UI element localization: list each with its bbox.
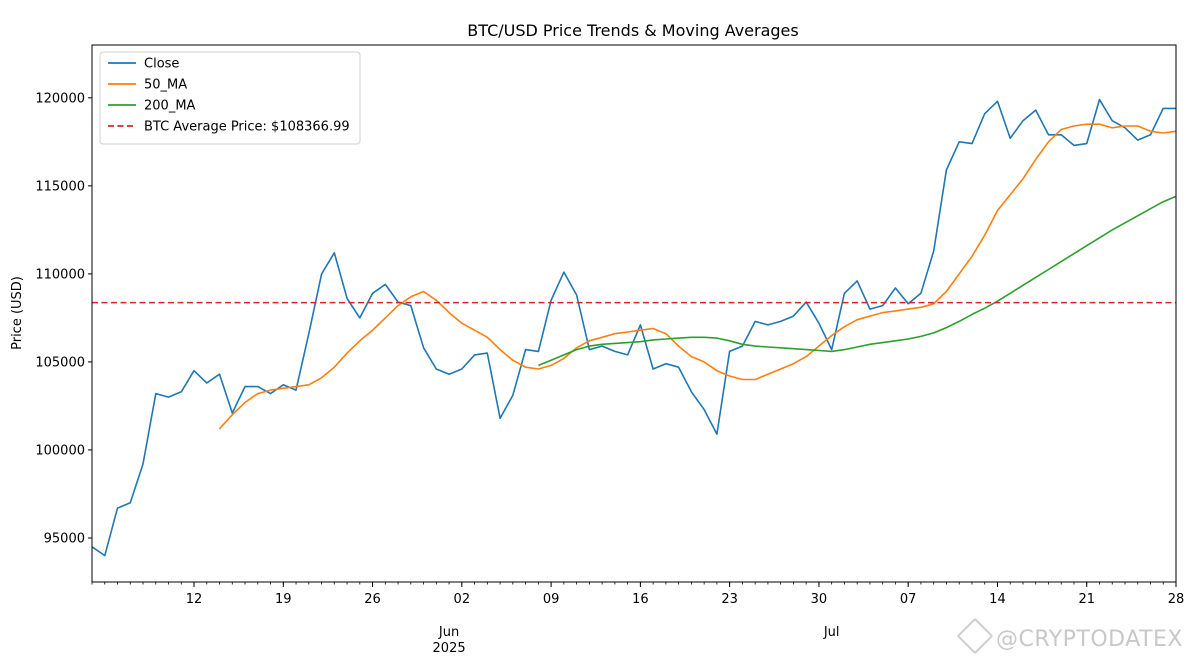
x-tick-label: 23 [721,592,738,607]
x-tick-label: 21 [1078,592,1095,607]
y-tick-label: 105000 [35,355,85,370]
plot-frame [91,44,1177,583]
y-axis: 95000 100000 105000 110000 115000 120000 [35,91,92,546]
x-tick-label: 12 [186,592,203,607]
y-tick-label: 110000 [35,267,85,282]
x-tick-label: 26 [364,592,381,607]
legend-label: 200_MA [144,99,196,114]
legend-item: BTC Average Price: $108366.99 [108,120,350,135]
legend-item: 200_MA [108,99,196,114]
x-month-label: Jul [823,625,840,640]
plot-content [92,98,1176,557]
y-axis-label: Price (USD) [10,276,25,350]
watermark: @CRYPTODATEX [956,617,1183,655]
x-tick-label: 14 [989,592,1006,607]
watermark-text: @CRYPTODATEX [995,627,1183,652]
x-tick-label: 16 [632,592,649,607]
legend-item: Close [108,57,179,72]
y-tick-label: 95000 [44,531,85,546]
y-tick-label: 115000 [35,179,85,194]
y-tick-label: 120000 [35,91,85,106]
legend-label: 50_MA [144,78,187,93]
legend-label: BTC Average Price: $108366.99 [144,120,350,135]
legend-box [99,51,361,145]
y-tick-label: 100000 [35,443,85,458]
x-tick-label: 28 [1168,592,1185,607]
diamond-logo-icon [956,617,994,655]
x-tick-label: 02 [454,592,471,607]
x-tick-label: 09 [543,592,560,607]
legend-item: 50_MA [108,78,187,93]
legend-label: Close [144,57,179,72]
series-line-close [92,98,1176,557]
x-year-label: 2025 [433,641,466,656]
x-tick-label: 30 [811,592,828,607]
x-tick-label: 19 [275,592,292,607]
legend: Close 50_MA 200_MA BTC Average Price: $1083… [99,51,361,145]
series-line-50-ma [218,123,1176,430]
x-month-label: Jun [438,625,459,640]
series-line-200-ma [538,195,1176,367]
chart-title: BTC/USD Price Trends & Moving Averages [467,21,798,40]
x-tick-label: 07 [900,592,917,607]
